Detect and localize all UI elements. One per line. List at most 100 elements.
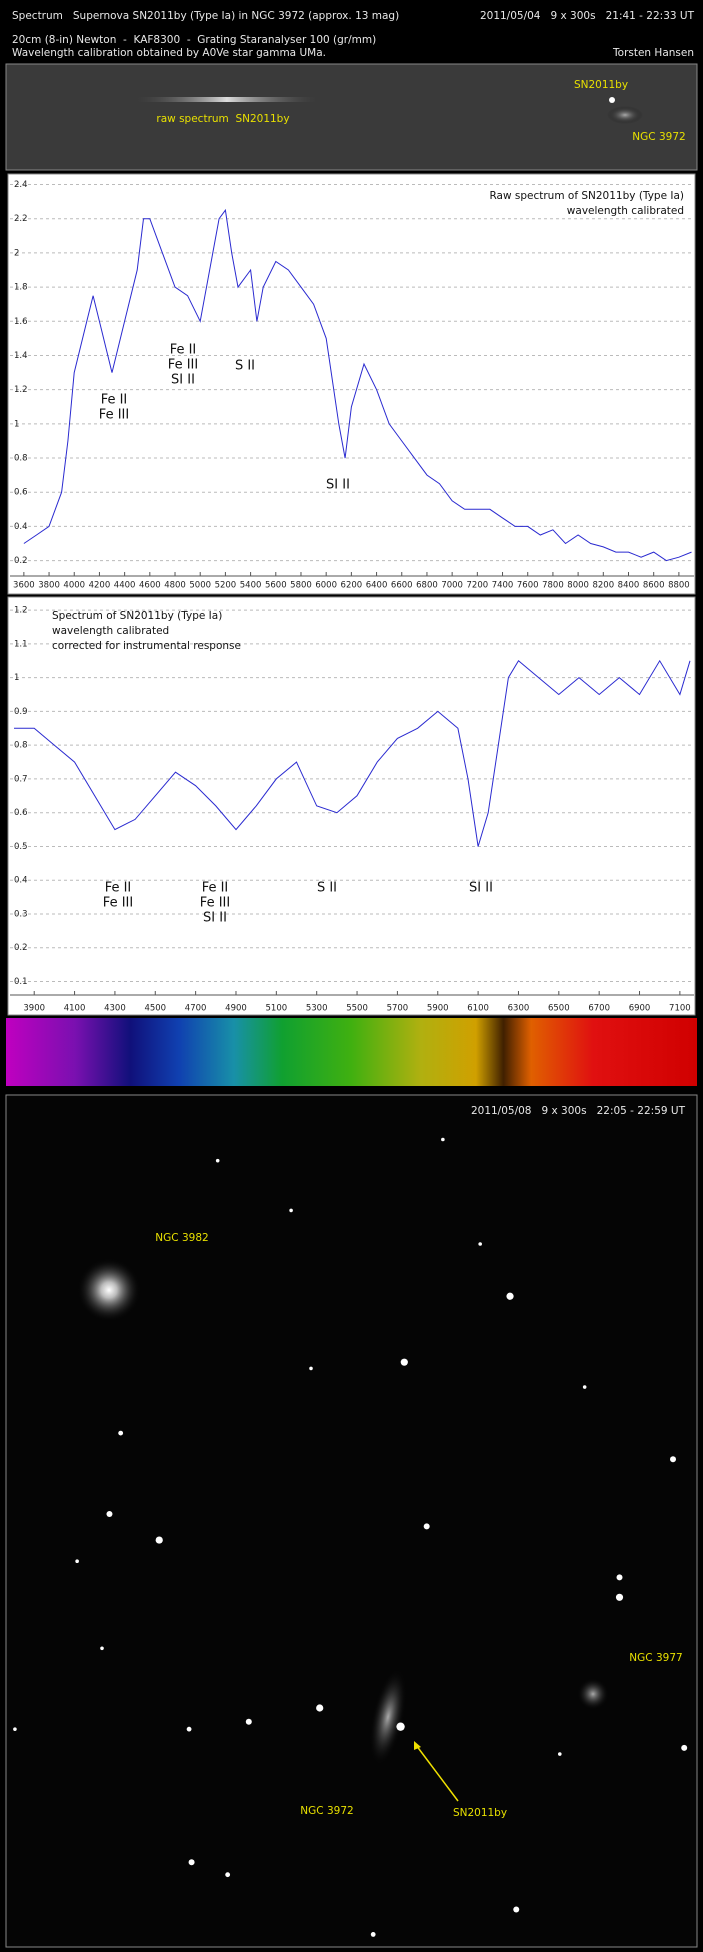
y-tick-label: 0.8 [14, 454, 28, 464]
x-tick-label: 7800 [542, 581, 564, 591]
y-tick-label: 0.3 [14, 909, 28, 919]
x-tick-label: 6700 [588, 1004, 610, 1014]
chart-title: corrected for instrumental response [52, 640, 241, 652]
star [309, 1366, 313, 1371]
chart-title: Raw spectrum of SN2011by (Type Ia) [489, 190, 684, 202]
star [75, 1559, 79, 1564]
x-tick-label: 6000 [315, 581, 337, 591]
galaxy-ngc3977 [577, 1678, 609, 1710]
x-tick-label: 3900 [23, 1004, 45, 1014]
x-tick-label: 7000 [441, 581, 463, 591]
line-annotation: S II [317, 881, 337, 896]
y-tick-label: 1.1 [14, 639, 28, 649]
sky-image [5, 1094, 698, 1948]
line-annotation: SI II [469, 881, 493, 896]
x-tick-label: 4600 [139, 581, 161, 591]
header-author: Torsten Hansen [612, 47, 694, 59]
star [615, 1593, 624, 1601]
star [681, 1744, 688, 1751]
x-tick-label: 4700 [185, 1004, 207, 1014]
chart-title: Spectrum of SN2011by (Type Ia) [52, 610, 222, 622]
x-tick-label: 6300 [508, 1004, 530, 1014]
header-calibration: Wavelength calibration obtained by A0Ve … [12, 47, 326, 59]
star [100, 1646, 104, 1651]
x-tick-label: 5500 [346, 1004, 368, 1014]
star [423, 1523, 430, 1530]
star [155, 1536, 163, 1544]
chart-panel [7, 596, 696, 1016]
star [13, 1727, 17, 1731]
x-tick-label: 6400 [366, 581, 388, 591]
star [225, 1872, 231, 1878]
line-annotation: SI II [171, 373, 195, 388]
y-tick-label: 1.4 [14, 351, 28, 361]
y-tick-label: 2.2 [14, 214, 28, 224]
y-tick-label: 1 [14, 673, 19, 683]
arrow-head [414, 1741, 421, 1750]
star [478, 1242, 482, 1246]
y-tick-label: 1.6 [14, 317, 28, 327]
sky-caption: 2011/05/08 9 x 300s 22:05 - 22:59 UT [471, 1105, 686, 1117]
x-tick-label: 4300 [104, 1004, 126, 1014]
x-tick-label: 5000 [189, 581, 211, 591]
star [289, 1208, 293, 1213]
x-tick-label: 8400 [618, 581, 640, 591]
x-tick-label: 3800 [38, 581, 60, 591]
line-annotation: SI II [203, 911, 227, 926]
line-annotation: Fe II [202, 881, 229, 896]
star [609, 97, 615, 103]
x-tick-label: 8200 [592, 581, 614, 591]
header-title: Spectrum Supernova SN2011by (Type Ia) in… [12, 10, 399, 22]
galaxy [607, 106, 643, 124]
y-tick-label: 0.2 [14, 943, 28, 953]
sky-label: NGC 3972 [300, 1805, 353, 1817]
star [400, 1358, 408, 1366]
line-annotation: Fe III [168, 358, 198, 373]
star [582, 1385, 587, 1389]
y-tick-label: 0.4 [14, 522, 28, 532]
y-tick-label: 1.2 [14, 606, 28, 616]
x-tick-label: 4000 [63, 581, 85, 591]
x-tick-label: 6900 [629, 1004, 651, 1014]
supernova-label: SN2011by [574, 79, 628, 91]
x-tick-label: 6100 [467, 1004, 489, 1014]
star [670, 1456, 677, 1463]
x-tick-label: 5800 [290, 581, 312, 591]
star [118, 1430, 124, 1436]
star [245, 1718, 252, 1725]
x-tick-label: 4100 [64, 1004, 86, 1014]
x-tick-label: 7100 [669, 1004, 691, 1014]
star [188, 1859, 195, 1866]
x-tick-label: 4800 [164, 581, 186, 591]
y-tick-label: 2 [14, 248, 19, 258]
star [370, 1932, 376, 1937]
x-tick-label: 6600 [391, 581, 413, 591]
galaxy-ngc3972 [369, 1667, 407, 1767]
x-tick-label: 5600 [265, 581, 287, 591]
x-tick-label: 4400 [114, 581, 136, 591]
star [441, 1137, 445, 1142]
star [506, 1292, 514, 1300]
raw-spectrum-panel [5, 63, 698, 171]
x-tick-label: 6800 [416, 581, 438, 591]
sky-label: NGC 3982 [155, 1232, 208, 1244]
y-tick-label: 2.4 [14, 180, 28, 190]
y-tick-label: 0.1 [14, 977, 28, 987]
star [616, 1574, 623, 1581]
line-annotation: Fe III [103, 896, 133, 911]
line-annotation: Fe III [200, 896, 230, 911]
x-tick-label: 5300 [306, 1004, 328, 1014]
y-tick-label: 0.2 [14, 556, 28, 566]
spectrum-line [14, 659, 691, 847]
galaxy-ngc3982 [77, 1258, 141, 1322]
y-tick-label: 1 [14, 419, 19, 429]
chart-title: wavelength calibrated [567, 205, 684, 217]
galaxy-label: NGC 3972 [632, 131, 685, 143]
x-tick-label: 8000 [567, 581, 589, 591]
spectrum-line [23, 208, 692, 562]
star [215, 1158, 220, 1163]
y-tick-label: 0.7 [14, 774, 28, 784]
arrow [415, 1744, 459, 1802]
